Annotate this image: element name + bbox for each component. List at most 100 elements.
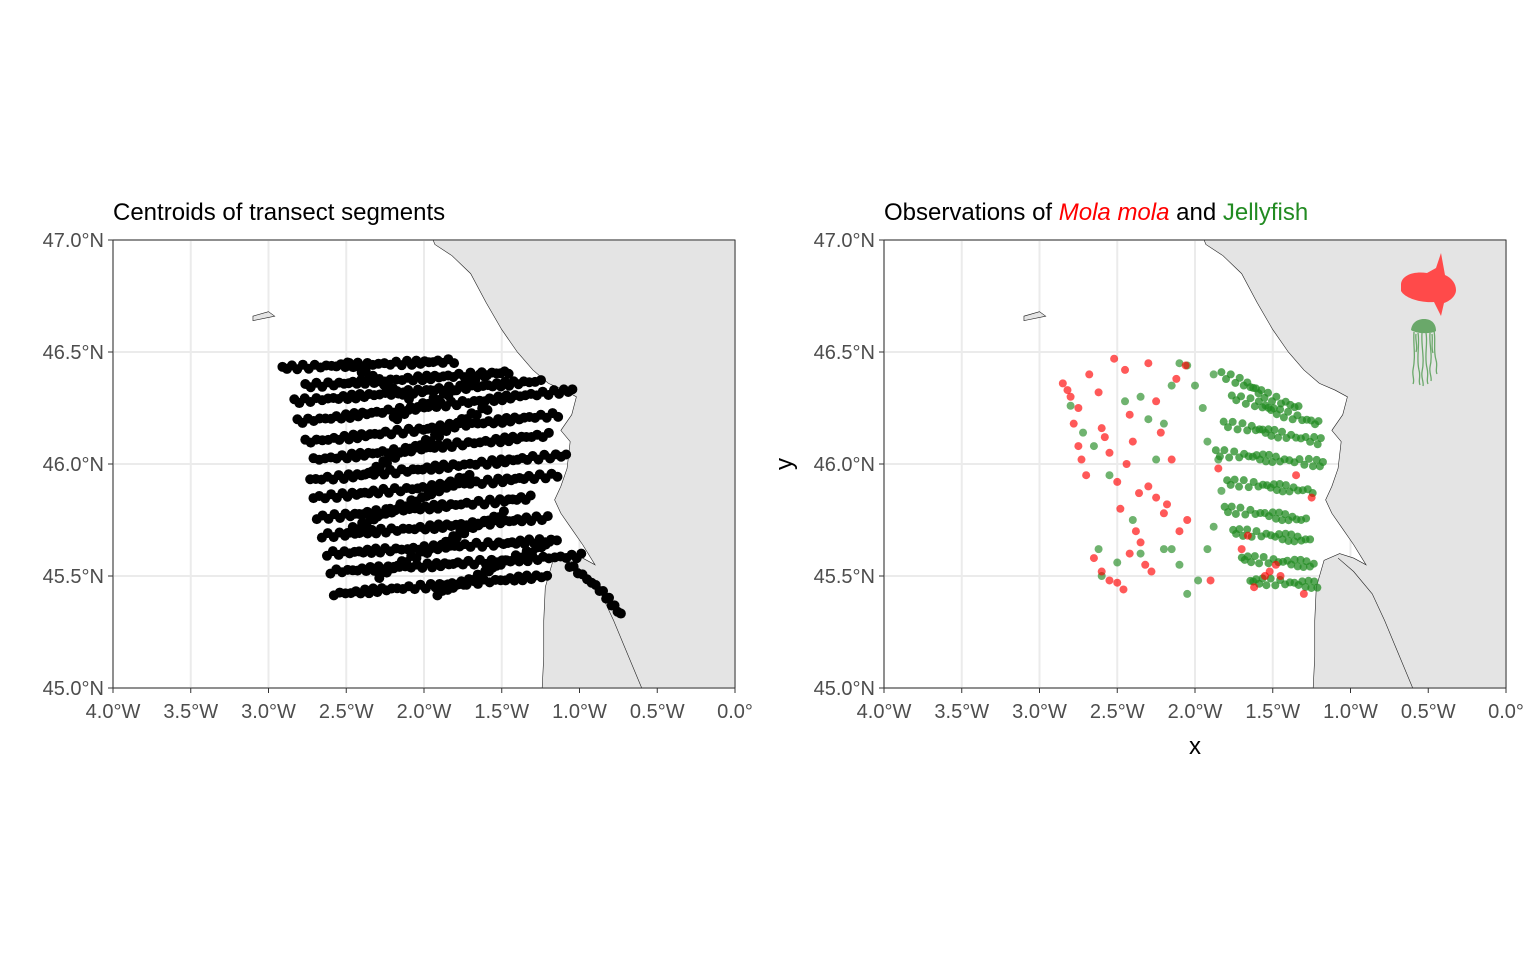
transect-centroid-point [471, 409, 482, 420]
x-tick-label: 1.5°W [1245, 701, 1300, 723]
jellyfish-observation [1136, 549, 1145, 558]
jellyfish-observation [1227, 502, 1236, 511]
x-tick-label: 3.5°W [163, 701, 218, 723]
jellyfish-observation [1318, 458, 1327, 467]
jellyfish-observation [1281, 481, 1290, 490]
mola-mola-observation [1276, 572, 1285, 580]
jellyfish-observation [1278, 516, 1287, 525]
jellyfish-observation [1089, 442, 1098, 451]
mola-mola-observation [1077, 455, 1086, 464]
jellyfish-observation [1235, 482, 1244, 491]
mola-mola-observation [1094, 388, 1103, 397]
transect-centroid-point [604, 592, 615, 603]
mola-mola-observation [1159, 509, 1168, 518]
mola-mola-observation [1147, 567, 1156, 576]
y-tick-label: 47.0°N [43, 230, 104, 252]
mola-mola-observation [1152, 397, 1161, 406]
mola-mola-observation [1152, 493, 1161, 502]
transect-centroid-point [403, 393, 414, 404]
map-panel-transect-centroids: Centroids of transect segments 4.0°W 3.5°… [43, 199, 753, 723]
jellyfish-observation [1309, 559, 1318, 568]
y-tick-label: 45.5°N [43, 566, 104, 588]
y-tick-label: 45.5°N [814, 566, 875, 588]
jellyfish-observation [1113, 558, 1122, 567]
jellyfish-observation [1128, 516, 1137, 524]
mola-mola-observation [1119, 585, 1128, 594]
mola-mola-observation [1307, 493, 1316, 502]
jellyfish-observation [1194, 576, 1203, 585]
y-tick-label: 46.5°N [814, 342, 875, 364]
jellyfish-observation [1159, 419, 1168, 428]
jellyfish-observation [1271, 581, 1280, 590]
y-tick-label: 47.0°N [814, 230, 875, 252]
mola-mola-observation [1113, 578, 1122, 587]
jellyfish-observation [1241, 399, 1250, 408]
transect-centroid-point [598, 586, 609, 597]
mola-mola-observation [1250, 583, 1259, 592]
jellyfish-observation [1236, 503, 1245, 512]
transect-centroid-point [542, 570, 553, 581]
jellyfish-observation [1254, 397, 1263, 406]
transect-centroid-point [561, 449, 572, 460]
jellyfish-observation [1275, 508, 1284, 517]
mola-mola-observation [1181, 361, 1190, 370]
axis-ticks: 4.0°W 3.5°W 3.0°W 2.5°W 2.0°W 1.5°W 1.0°W 0.5°W… [43, 230, 753, 723]
mola-mola-observation [1074, 404, 1083, 412]
jellyfish-observation [1241, 510, 1250, 519]
mola-mola-observation [1125, 549, 1134, 558]
jellyfish-observation [1257, 386, 1266, 395]
jellyfish-observation [1209, 370, 1218, 379]
jellyfish-observation [1312, 455, 1321, 464]
jellyfish-observation [1250, 552, 1259, 561]
mola-mola-observation [1063, 386, 1072, 395]
x-tick-label: 3.0°W [1012, 701, 1067, 723]
jellyfish-observation [1314, 417, 1323, 426]
panel-title: Observations of Mola mola and Jellyfish [884, 199, 1308, 226]
x-tick-label: 4.0°W [857, 701, 912, 723]
jellyfish-observation [1214, 455, 1223, 464]
transect-centroid-point [479, 371, 490, 382]
jellyfish-observation [1105, 471, 1114, 480]
jellyfish-observation [1175, 359, 1184, 368]
jellyfish-observation [1313, 440, 1322, 449]
jellyfish-observation [1308, 462, 1317, 471]
jellyfish-observation [1287, 530, 1296, 539]
jellyfish-observation [1259, 450, 1268, 459]
x-tick-label: 1.0°W [552, 701, 607, 723]
transect-centroid-point [449, 358, 460, 369]
mola-mola-observation [1121, 365, 1130, 374]
jellyfish-observation [1276, 405, 1285, 414]
axis-ticks: 4.0°W 3.5°W 3.0°W 2.5°W 2.0°W 1.5°W 1.0°W 0.5°W… [814, 230, 1524, 723]
y-tick-label: 46.0°N [43, 454, 104, 476]
x-axis-title: x [1189, 733, 1201, 760]
transect-centroid-point [551, 535, 562, 546]
jellyfish-observation [1306, 535, 1315, 544]
jellyfish-observation [1239, 476, 1248, 485]
mola-mola-observation [1122, 460, 1131, 468]
mola-mola-observation [1116, 504, 1125, 513]
land-polygon [432, 240, 735, 688]
jellyfish-observation [1152, 455, 1161, 464]
mola-mola-observation [1069, 419, 1078, 428]
jellyfish-observation [1268, 508, 1277, 517]
jellyfish-observation [1284, 407, 1293, 416]
jellyfish-observation [1079, 428, 1088, 437]
jellyfish-observation [1264, 425, 1273, 434]
jellyfish-observation [1219, 417, 1228, 426]
x-tick-label: 3.5°W [934, 701, 989, 723]
jellyfish-observation [1272, 392, 1281, 401]
mola-mola-observation [1144, 359, 1153, 368]
jellyfish-observation [1307, 583, 1316, 592]
panel-title: Centroids of transect segments [113, 199, 445, 226]
mola-mola-observation [1163, 500, 1172, 509]
jellyfish-observation [1264, 388, 1273, 397]
jellyfish-observation [1183, 589, 1192, 598]
title-middle: and [1169, 199, 1222, 226]
jellyfish-observation [1267, 431, 1276, 440]
jellyfish-observation [1313, 583, 1322, 592]
jellyfish-observation [1261, 457, 1270, 466]
x-tick-label: 1.0°W [1323, 701, 1378, 723]
jellyfish-observation [1290, 555, 1299, 564]
jellyfish-observation [1272, 514, 1281, 523]
jellyfish-observation [1167, 381, 1176, 390]
